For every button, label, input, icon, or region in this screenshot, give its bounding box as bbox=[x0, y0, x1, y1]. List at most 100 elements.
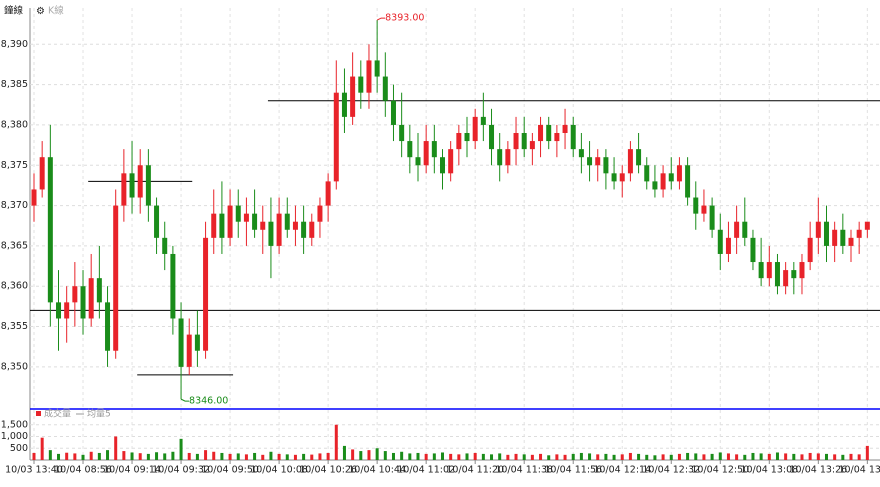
candle-body bbox=[766, 262, 772, 279]
candle-body bbox=[464, 133, 470, 142]
candle-body bbox=[799, 262, 805, 279]
candle-body bbox=[562, 124, 568, 133]
candle-body bbox=[415, 157, 421, 166]
candle-body bbox=[227, 205, 233, 238]
candle-body bbox=[366, 60, 372, 93]
candle-body bbox=[472, 116, 478, 142]
candle-body bbox=[423, 141, 429, 166]
volume-bar bbox=[89, 451, 93, 460]
candle-body bbox=[448, 149, 454, 174]
candle-body bbox=[538, 124, 544, 142]
annotation-leader bbox=[376, 17, 386, 21]
candle-body bbox=[235, 205, 241, 222]
candle-body bbox=[815, 221, 821, 238]
volume-bar bbox=[391, 452, 395, 460]
candle-body bbox=[194, 334, 200, 351]
volume-bar bbox=[604, 453, 608, 460]
volume-bar bbox=[212, 451, 216, 460]
settings-icon[interactable]: ⚙ bbox=[36, 6, 45, 17]
volume-bar bbox=[441, 452, 444, 460]
volume-bar bbox=[522, 454, 526, 460]
candle-body bbox=[129, 173, 135, 198]
candle-body bbox=[505, 149, 511, 166]
volume-bar bbox=[163, 453, 167, 460]
candle-body bbox=[333, 92, 339, 182]
candle-body bbox=[595, 157, 601, 166]
volume-bar bbox=[596, 454, 600, 460]
volume-bar bbox=[146, 453, 150, 460]
candle-body bbox=[554, 133, 560, 142]
volume-bar bbox=[195, 453, 199, 460]
volume-bar bbox=[816, 453, 820, 460]
volume-bar bbox=[514, 453, 518, 460]
volume-bar bbox=[48, 450, 52, 460]
candle-body bbox=[603, 157, 609, 174]
candle-body bbox=[636, 149, 642, 166]
y-tick-label: 8,355 bbox=[1, 321, 28, 332]
volume-bar bbox=[408, 453, 412, 460]
candle-body bbox=[701, 205, 707, 214]
volume-bar bbox=[57, 453, 61, 460]
volume-bar bbox=[710, 453, 714, 460]
volume-bar bbox=[506, 454, 510, 460]
volume-bar bbox=[236, 453, 240, 460]
candle-body bbox=[725, 237, 731, 254]
volume-bar bbox=[490, 454, 494, 460]
candle-body bbox=[39, 157, 45, 190]
candle-body bbox=[203, 237, 209, 351]
x-tick-label: 10/04 10:08 bbox=[250, 465, 308, 476]
volume-bar bbox=[530, 454, 534, 460]
candle-body bbox=[456, 133, 462, 150]
volume-bar bbox=[244, 454, 248, 460]
volume-bar bbox=[106, 450, 110, 460]
volume-bar bbox=[204, 450, 208, 460]
volume-bar bbox=[81, 454, 85, 460]
candle-body bbox=[390, 100, 396, 125]
x-tick-label: 10/04 08:56 bbox=[54, 465, 112, 476]
volume-bar bbox=[155, 452, 159, 460]
annotation-label: 8346.00 bbox=[189, 396, 228, 407]
candle-body bbox=[186, 334, 192, 367]
volume-bar bbox=[775, 452, 779, 460]
candle-body bbox=[407, 141, 413, 158]
volume-bar bbox=[620, 454, 624, 460]
volume-bar bbox=[759, 453, 763, 460]
volume-bar bbox=[498, 453, 502, 460]
volume-bar bbox=[367, 450, 371, 460]
volume-bar bbox=[187, 452, 191, 460]
x-tick-label: 10/04 10:44 bbox=[348, 465, 406, 476]
kline-label[interactable]: K線 bbox=[48, 5, 64, 17]
candle-body bbox=[848, 237, 854, 246]
x-tick-label: 10/04 13:44 bbox=[838, 465, 880, 476]
y-tick-label: 8,385 bbox=[1, 79, 28, 90]
candle-body bbox=[64, 302, 70, 319]
x-tick-label: 10/04 13:26 bbox=[789, 465, 847, 476]
volume-bar bbox=[400, 451, 404, 460]
candle-body bbox=[325, 181, 331, 206]
volume-bar bbox=[432, 453, 436, 460]
candle-body bbox=[252, 213, 258, 230]
volume-bar bbox=[571, 453, 575, 460]
volume-bar bbox=[326, 452, 330, 460]
candle-body bbox=[317, 205, 323, 222]
candle-body bbox=[758, 262, 764, 279]
candle-body bbox=[268, 221, 274, 246]
volume-tick-label: 500 bbox=[10, 443, 28, 454]
candle-body bbox=[611, 173, 617, 182]
candle-body bbox=[660, 173, 666, 190]
volume-bar bbox=[481, 453, 485, 460]
volume-bar bbox=[677, 453, 681, 460]
volume-bar bbox=[138, 453, 142, 460]
volume-bar bbox=[612, 454, 616, 460]
volume-bar bbox=[653, 455, 657, 460]
volume-bar bbox=[465, 453, 469, 460]
candle-body bbox=[709, 205, 715, 230]
period-label[interactable]: 鐘線 bbox=[4, 5, 24, 17]
volume-bar bbox=[73, 453, 77, 460]
candle-body bbox=[170, 253, 176, 319]
candle-body bbox=[431, 141, 437, 158]
candle-body bbox=[31, 189, 37, 206]
candle-body bbox=[480, 116, 486, 125]
candle-body bbox=[497, 149, 503, 166]
